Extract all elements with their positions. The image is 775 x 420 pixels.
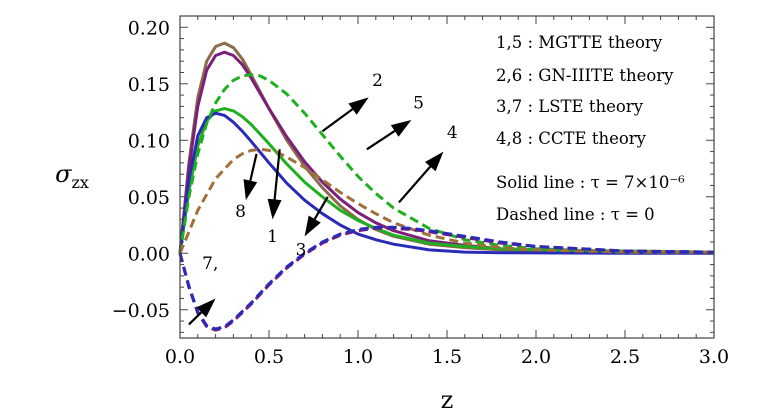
arrow-shaft [321, 108, 354, 133]
arrow-head [267, 198, 282, 220]
y-tick-label: 0.10 [128, 130, 170, 152]
annotation-arrow-6 [304, 196, 329, 237]
annotation-arrow-3 [398, 151, 444, 204]
legend-entry: 4,8 : CCTE theory [496, 129, 647, 148]
curve-number-label: 7, [202, 254, 218, 274]
x-tick-label: 3.0 [699, 346, 729, 368]
arrow-shaft [273, 149, 281, 200]
arrow-head [243, 179, 258, 201]
y-tick-label: 0.05 [128, 187, 170, 209]
annotation-arrow-2 [366, 119, 412, 151]
x-tick-label: 0.5 [254, 346, 284, 368]
annotation-layer: 2 5 4 8 13 7, [202, 71, 458, 274]
label-layer: 0.0 0.5 1.0 1.5 2.0 2.5 3.0 −0.05 0.00 0.05 0.10 0.… [112, 17, 729, 368]
arrow-shaft [188, 311, 203, 326]
x-tick-label: 1.0 [343, 346, 373, 368]
y-tick-label: 0.15 [128, 74, 170, 96]
annotation-arrow-4 [243, 153, 258, 201]
y-tick-label: 0.20 [128, 17, 170, 39]
curve-number-label: 2 [372, 71, 383, 91]
annotation-arrow-5 [267, 149, 282, 220]
arrow-layer [188, 97, 444, 326]
x-tick-label: 1.5 [432, 346, 462, 368]
arrow-head [196, 298, 216, 318]
y-tick-label: −0.05 [112, 300, 170, 322]
arrow-shaft [313, 196, 329, 220]
arrow-shaft [366, 130, 396, 151]
series-line-6 [178, 147, 714, 254]
legend-entry: Solid line : τ = 7×10⁻⁶ [496, 173, 685, 192]
curve-number-label: 3 [296, 241, 307, 261]
series-line-5 [178, 73, 714, 254]
x-tick-label: 2.0 [521, 346, 551, 368]
y-tick-label: 0.00 [128, 243, 170, 265]
arrow-head [304, 215, 321, 237]
y-axis-title-main: σ [55, 160, 72, 188]
legend-entry: 1,5 : MGTTE theory [496, 33, 663, 52]
curve-number-label: 8 [235, 202, 246, 222]
x-tick-label: 2.5 [610, 346, 640, 368]
curve-number-label: 1 [267, 227, 278, 247]
curve-number-label: 4 [447, 123, 458, 143]
curve-number-label: 5 [413, 94, 424, 114]
x-axis-title: z [441, 386, 454, 414]
arrow-shaft [398, 165, 432, 204]
tick-layer [179, 16, 715, 338]
series-layer [178, 41, 715, 332]
y-axis-title-sub: zx [71, 173, 88, 192]
legend: 1,5 : MGTTE theory 2,6 : GN-IIITE theory 3… [496, 33, 685, 224]
arrow-shaft [249, 153, 258, 181]
series-line-8 [178, 225, 715, 331]
annotation-arrow-1 [321, 97, 369, 133]
series-line-4 [178, 111, 715, 255]
arrow-head [348, 97, 369, 115]
arrow-head [390, 119, 412, 137]
legend-entry: Dashed line : τ = 0 [496, 205, 655, 224]
x-tick-label: 0.0 [165, 346, 195, 368]
legend-entry: 3,7 : LSTE theory [496, 97, 644, 116]
annotation-arrow-7 [188, 298, 216, 326]
arrow-head [425, 151, 444, 172]
legend-entry: 2,6 : GN-IIITE theory [496, 66, 674, 85]
y-axis-title: σzx [55, 160, 89, 192]
